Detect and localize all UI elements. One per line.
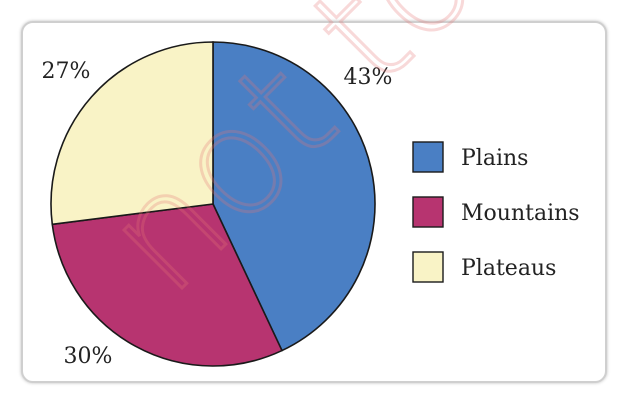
pct-label-plains: 43% xyxy=(344,65,393,90)
legend-swatch-mountains xyxy=(412,196,444,228)
pie-slice-plateaus xyxy=(50,41,214,226)
pie-slices xyxy=(50,41,376,367)
pct-label-plateaus: 27% xyxy=(42,59,91,84)
pie-slice-mountains xyxy=(51,203,284,367)
legend-label-plateaus: Plateaus xyxy=(461,256,556,281)
legend-swatch-plateaus xyxy=(412,251,444,283)
pie-slice-plains xyxy=(212,41,376,352)
legend-label-mountains: Mountains xyxy=(461,201,580,226)
legend-swatch-plains xyxy=(412,141,444,173)
legend: Plains Mountains Plateaus xyxy=(412,141,580,283)
pct-label-mountains: 30% xyxy=(64,344,113,369)
legend-label-plains: Plains xyxy=(461,146,528,171)
percentage-labels: 43% 30% 27% xyxy=(42,59,393,369)
